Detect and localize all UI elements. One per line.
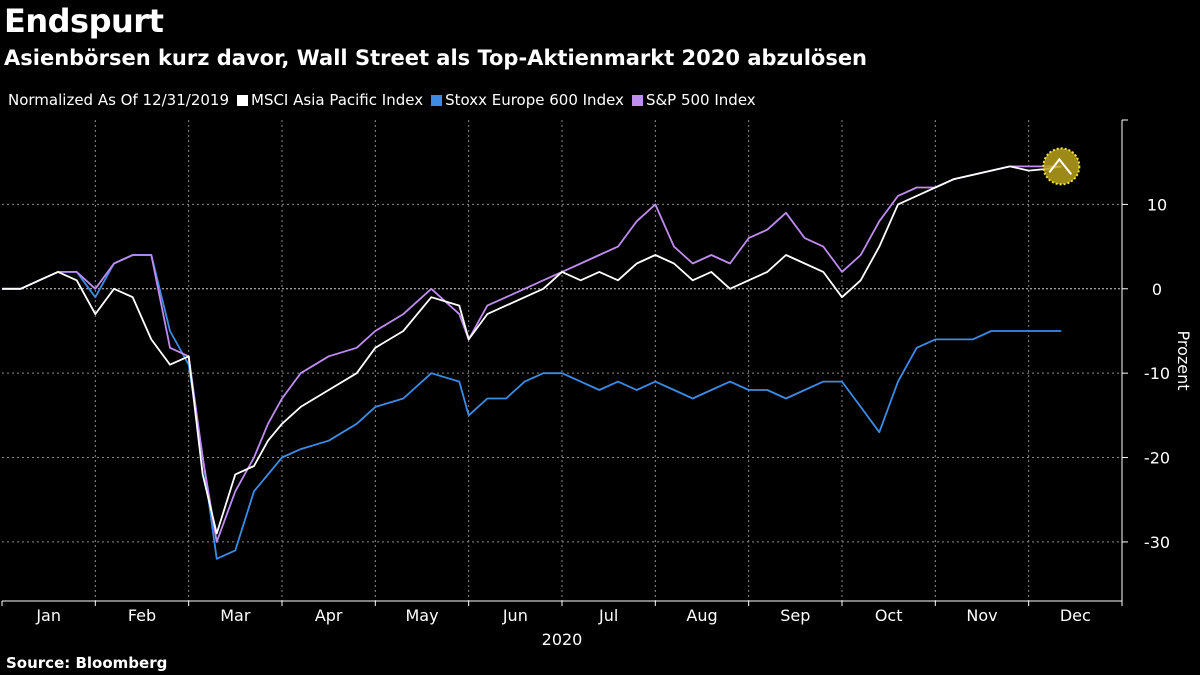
legend: Normalized As Of 12/31/2019 MSCI Asia Pa… <box>8 91 764 109</box>
series-line-msci-asia-pacific <box>2 165 1062 535</box>
legend-note-label: Normalized As Of 12/31/2019 <box>8 91 229 109</box>
series-lines <box>2 165 1062 560</box>
x-tick-label: Mar <box>220 606 251 625</box>
x-tick-label: Dec <box>1060 606 1091 625</box>
x-tick-label: Apr <box>315 606 343 625</box>
endpoint-marker <box>1042 147 1081 186</box>
x-tick-label: Jun <box>502 606 528 625</box>
legend-item-msci-asia-pacific: MSCI Asia Pacific Index <box>237 91 423 109</box>
axes: 10 0 -10 -20 -30 Jan Feb Mar Apr May Jun Jul Aug Sep O… <box>1 119 1170 625</box>
legend-swatch-sp-500 <box>631 94 643 106</box>
legend-swatch-stoxx-europe-600 <box>431 94 443 106</box>
chart-subtitle: Asienbörsen kurz davor, Wall Street als … <box>4 46 868 70</box>
x-tick-label: Jul <box>598 606 618 625</box>
series-line-stoxx-europe-600 <box>2 254 1062 560</box>
gridlines <box>2 120 1122 601</box>
x-tick-label: Feb <box>128 606 156 625</box>
legend-label-sp-500: S&P 500 Index <box>645 91 756 109</box>
x-tick-label: Sep <box>780 606 810 625</box>
legend-note: Normalized As Of 12/31/2019 <box>8 91 229 109</box>
legend-label-stoxx-europe-600: Stoxx Europe 600 Index <box>445 91 624 109</box>
y-tick-label: -10 <box>1144 364 1170 383</box>
legend-item-sp-500: S&P 500 Index <box>631 91 756 109</box>
legend-swatch-msci-asia-pacific <box>237 94 248 106</box>
source-note: Source: Bloomberg <box>6 654 168 672</box>
legend-label-msci-asia-pacific: MSCI Asia Pacific Index <box>251 91 424 109</box>
y-tick-label: -20 <box>1144 449 1170 468</box>
highlight-line-segment <box>1048 157 1073 176</box>
x-tick-label: Aug <box>686 606 717 625</box>
x-tick-label: Jan <box>35 606 61 625</box>
y-tick-label: 10 <box>1147 195 1167 214</box>
y-tick-label: 0 <box>1152 280 1162 299</box>
x-axis-label: 2020 <box>542 630 583 649</box>
highlight-circle <box>1042 147 1081 186</box>
chart-title: Endspurt <box>4 2 164 40</box>
legend-item-stoxx-europe-600: Stoxx Europe 600 Index <box>431 91 624 109</box>
y-tick-label: -30 <box>1144 533 1170 552</box>
x-tick-label: Nov <box>966 606 997 625</box>
x-tick-label: Oct <box>875 606 903 625</box>
series-line-sp-500 <box>2 165 1062 543</box>
x-tick-label: May <box>405 606 438 625</box>
y-axis-label: Prozent <box>1174 330 1193 390</box>
